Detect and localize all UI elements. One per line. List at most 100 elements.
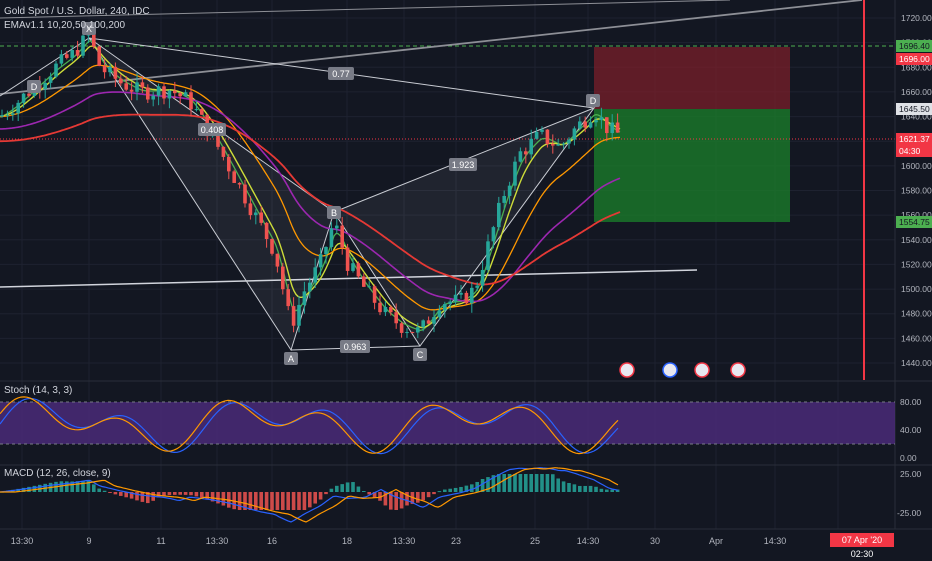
candle-body bbox=[524, 151, 528, 155]
candle-body bbox=[178, 93, 182, 97]
macd-bar bbox=[32, 485, 37, 492]
macd-bar bbox=[335, 485, 339, 492]
price-tick-label: 1520.00 bbox=[901, 259, 932, 269]
macd-bar bbox=[383, 492, 388, 506]
macd-bar bbox=[27, 486, 31, 492]
candle-body bbox=[124, 83, 128, 90]
macd-bar bbox=[378, 492, 382, 501]
label-x-bg bbox=[82, 22, 96, 35]
ratio-077: 0.77 bbox=[332, 69, 350, 79]
candle-body bbox=[183, 92, 188, 97]
candle-body bbox=[389, 306, 393, 313]
target-zone bbox=[594, 109, 790, 222]
macd-bar bbox=[75, 481, 80, 492]
candle-body bbox=[135, 82, 139, 92]
candle-body bbox=[610, 122, 614, 134]
macd-bar bbox=[421, 492, 425, 501]
macd-bar bbox=[129, 492, 134, 499]
candle-body bbox=[270, 239, 274, 254]
date-badge: 07 Apr '20 02:30 bbox=[830, 533, 894, 559]
candle-body bbox=[426, 320, 431, 324]
time-tick-label: 14:30 bbox=[764, 536, 787, 546]
macd-bar bbox=[561, 481, 566, 492]
ema-line bbox=[0, 113, 621, 286]
candle-body bbox=[286, 289, 290, 307]
price-tick-label: 1680.00 bbox=[901, 62, 932, 72]
candle-body bbox=[75, 50, 80, 56]
candle-body bbox=[0, 115, 4, 117]
macd-bar bbox=[275, 492, 280, 510]
macd-bar bbox=[583, 485, 587, 492]
candle-body bbox=[81, 35, 85, 56]
macd-bar bbox=[92, 484, 96, 492]
stoch-axis: 80.00 40.00 0.00 bbox=[900, 397, 922, 463]
macd-bar bbox=[556, 478, 560, 492]
candle-body bbox=[475, 285, 479, 288]
macd-bar bbox=[65, 481, 69, 492]
stoch-tick-40: 40.00 bbox=[900, 425, 922, 435]
price-tick-label: 1720.00 bbox=[901, 13, 932, 23]
support-line bbox=[0, 269, 698, 288]
macd-bar bbox=[588, 485, 593, 492]
macd-bar bbox=[356, 486, 361, 492]
candle-body bbox=[59, 54, 64, 64]
candle-body bbox=[572, 128, 577, 140]
macd-bar bbox=[572, 484, 577, 492]
stoch-line bbox=[0, 396, 619, 455]
macd-bar bbox=[464, 485, 469, 492]
candle-body bbox=[372, 286, 377, 303]
macd-bar bbox=[167, 492, 172, 496]
price-axis: 1720.001700.001680.001660.001640.001620.… bbox=[901, 13, 932, 368]
macd-bar bbox=[183, 492, 188, 495]
macd-bar bbox=[97, 488, 101, 492]
candle-body bbox=[513, 161, 517, 186]
candle-body bbox=[470, 287, 474, 304]
ratio-0963-bg bbox=[340, 340, 370, 353]
macd-bar bbox=[16, 488, 20, 492]
label-c: C bbox=[417, 350, 424, 360]
time-tick-label: 13:30 bbox=[206, 536, 229, 546]
price-badge-1554-75: 1554.75 bbox=[896, 216, 932, 228]
candle-body bbox=[156, 86, 161, 96]
candle-body bbox=[459, 292, 463, 295]
candle-body bbox=[405, 332, 409, 334]
time-tick-label: 16 bbox=[267, 536, 277, 546]
macd-bar bbox=[102, 490, 107, 492]
candle-body bbox=[92, 34, 96, 47]
stoch-tick-0: 0.00 bbox=[900, 453, 917, 463]
time-tick-label: 9 bbox=[86, 536, 91, 546]
macd-bar bbox=[605, 489, 609, 492]
candle-body bbox=[443, 304, 447, 311]
macd-bar bbox=[254, 492, 258, 510]
macd-bar bbox=[264, 492, 269, 510]
macd-bar bbox=[108, 492, 112, 493]
flag-icon bbox=[730, 362, 746, 378]
candle-body bbox=[237, 182, 242, 185]
candle-body bbox=[540, 129, 544, 132]
macd-bar bbox=[362, 491, 366, 493]
macd-bar bbox=[281, 492, 285, 510]
price-tick-label: 1440.00 bbox=[901, 358, 932, 368]
candle-body bbox=[351, 263, 355, 271]
ratio-1923-bg bbox=[449, 158, 477, 171]
macd-bar bbox=[237, 492, 242, 510]
candle-body bbox=[243, 184, 247, 204]
candle-body bbox=[394, 312, 398, 324]
candle-body bbox=[567, 139, 571, 144]
candle-body bbox=[259, 212, 263, 223]
time-tick-label: 11 bbox=[156, 536, 165, 546]
macd-bar bbox=[486, 477, 490, 492]
candle-body bbox=[162, 86, 166, 99]
candle-body bbox=[194, 109, 199, 111]
macd-bar bbox=[259, 492, 263, 510]
time-tick-label: 13:30 bbox=[11, 536, 34, 546]
candle-body bbox=[588, 122, 593, 128]
macd-bar bbox=[437, 491, 442, 493]
macd-bar bbox=[513, 474, 517, 492]
macd-bar bbox=[507, 474, 512, 492]
candle-body bbox=[383, 306, 388, 313]
stoch-lines bbox=[0, 396, 619, 455]
candle-body bbox=[70, 50, 74, 58]
label-b-bg bbox=[327, 206, 341, 219]
